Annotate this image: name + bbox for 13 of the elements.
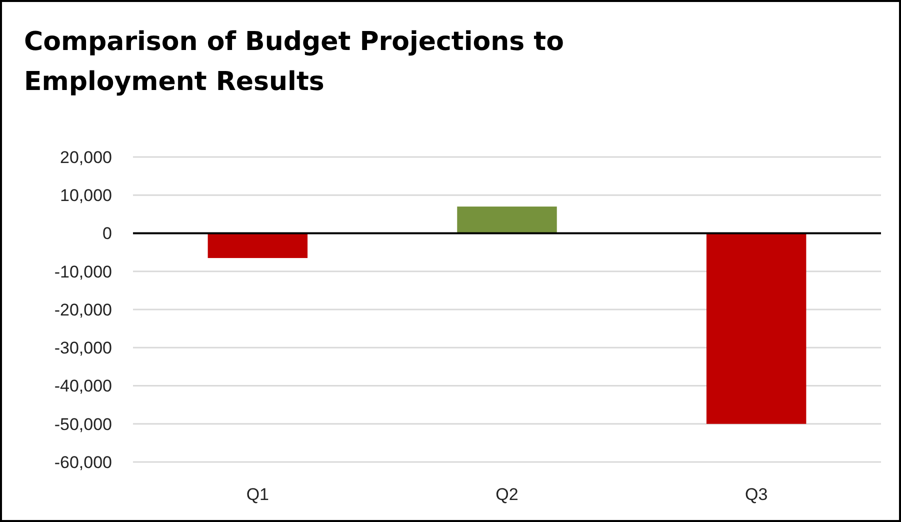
y-tick-label: 20,000 bbox=[60, 148, 112, 167]
y-tick-label: -60,000 bbox=[54, 452, 112, 472]
x-tick-label: Q1 bbox=[246, 485, 270, 504]
y-tick-label: 10,000 bbox=[60, 186, 112, 206]
y-tick-label: -30,000 bbox=[54, 338, 112, 358]
x-tick-label: Q3 bbox=[744, 485, 768, 504]
y-tick-label: -50,000 bbox=[54, 414, 112, 434]
y-tick-label: -10,000 bbox=[54, 262, 112, 282]
chart-title: Comparison of Budget Projections to Employment Results bbox=[24, 27, 564, 97]
y-tick-label: 0 bbox=[102, 224, 112, 244]
y-tick-label: -40,000 bbox=[54, 376, 112, 396]
y-tick-label: -20,000 bbox=[54, 300, 112, 320]
x-tick-label: Q2 bbox=[496, 485, 518, 504]
